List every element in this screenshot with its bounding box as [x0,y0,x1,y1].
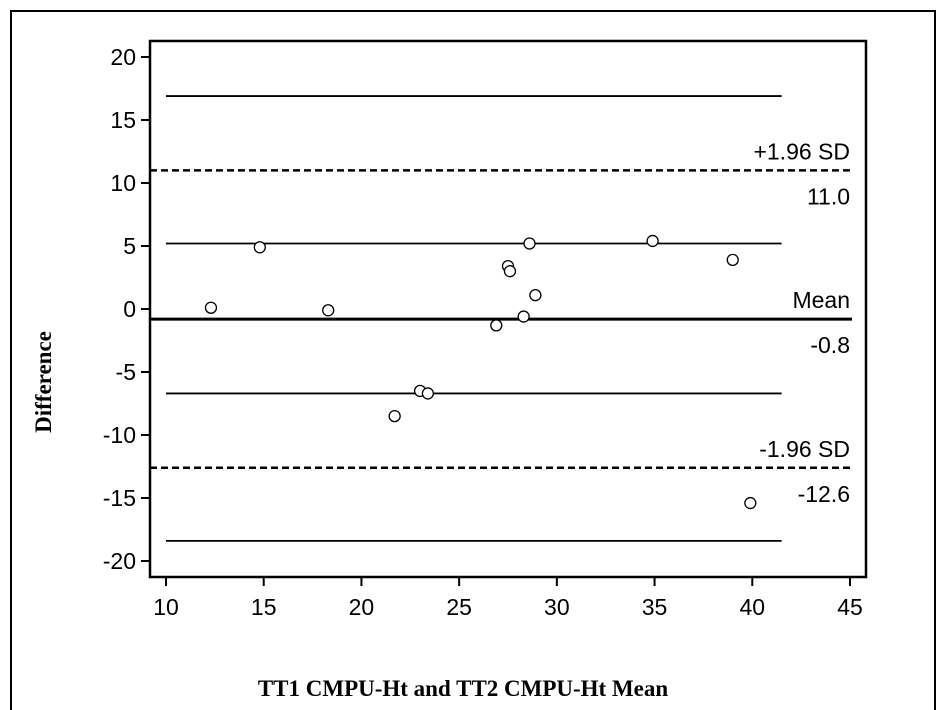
y-tick-label: 5 [123,233,136,259]
reference-line-label: +1.96 SD [753,138,850,164]
reference-line-label: -1.96 SD [759,436,850,462]
data-point [529,288,542,302]
y-tick-label: -20 [103,548,136,574]
chart-frame [10,10,936,710]
plot-border [148,39,868,579]
data-point [503,265,517,278]
x-tick-label: 40 [739,594,765,620]
data-point [726,253,739,267]
data-point [517,310,530,323]
x-tick-label: 25 [446,594,472,620]
x-axis-title: TT1 CMPU-Ht and TT2 CMPU-Ht Mean [258,676,669,701]
y-tick-label: 10 [110,170,136,196]
data-points [204,234,757,510]
y-tick-label: -15 [103,485,136,511]
data-point [322,304,335,317]
y-tick-label: 0 [123,296,136,322]
x-tick-label: 35 [642,594,668,620]
y-tick-label: -10 [103,422,136,448]
x-tick-label: 15 [251,594,277,620]
reference-lines [150,95,852,542]
y-tick-label: -5 [116,359,136,385]
x-tick-label: 45 [837,594,863,620]
y-tick-label: 15 [110,107,136,133]
data-point [204,301,218,314]
data-point [646,234,659,248]
x-tick-label: 20 [349,594,375,620]
reference-annotations: +1.96 SD 11.0 Mean -0.8 -1.96 SD -12.6 [753,138,850,506]
data-point [744,496,757,510]
data-point [523,237,536,250]
reference-line-value: 11.0 [807,183,850,209]
reference-line-label: Mean [792,287,850,313]
data-point [490,319,503,332]
axes: 20 15 10 5 0 -5 -10 -15 -20 10 15 20 25 30 35 40 45 [103,39,868,620]
data-point [388,409,401,423]
data-point [253,241,266,254]
x-tick-label: 10 [153,594,179,620]
reference-line-value: -12.6 [798,481,850,507]
data-point [421,387,435,400]
y-axis-title: Difference [31,331,56,433]
reference-line-value: -0.8 [810,332,850,358]
x-tick-label: 30 [544,594,570,620]
y-tick-label: 20 [110,44,136,70]
